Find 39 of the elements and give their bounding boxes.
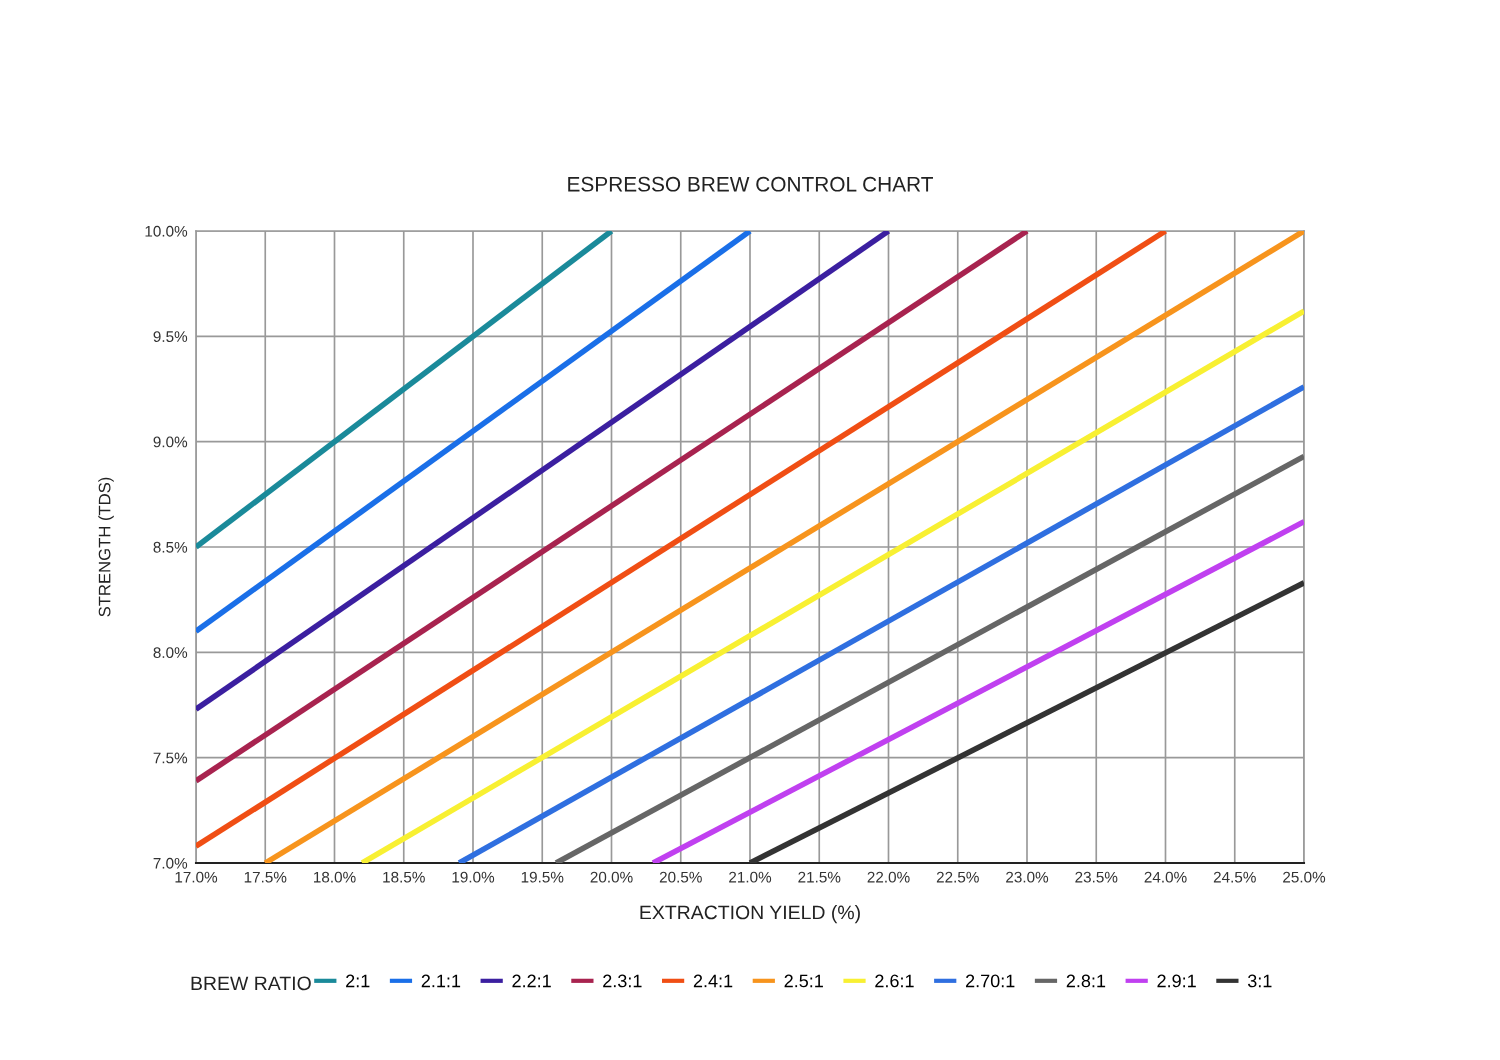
legend-label: 2.9:1 bbox=[1157, 974, 1196, 988]
x-tick-label: 24.5% bbox=[1213, 871, 1256, 883]
x-tick-label: 23.5% bbox=[1075, 871, 1118, 883]
legend-label: 2.6:1 bbox=[875, 974, 914, 988]
chart-title: ESPRESSO BREW CONTROL CHART bbox=[568, 176, 933, 192]
y-tick-label: 8.5% bbox=[153, 541, 188, 553]
x-tick-label: 17.0% bbox=[175, 871, 218, 883]
legend-label: 2:1 bbox=[346, 974, 370, 988]
x-tick-label: 23.0% bbox=[1006, 871, 1049, 883]
x-tick-label: 17.5% bbox=[244, 871, 287, 883]
y-tick-label: 10.0% bbox=[145, 225, 188, 237]
x-tick-label: 25.0% bbox=[1283, 871, 1326, 883]
y-tick-label: 7.0% bbox=[153, 857, 188, 869]
legend-label: 2.70:1 bbox=[965, 974, 1015, 988]
legend-label: 2.3:1 bbox=[603, 974, 642, 988]
y-tick-label: 8.0% bbox=[153, 647, 188, 659]
x-axis-title: EXTRACTION YIELD (%) bbox=[640, 905, 860, 924]
x-tick-label: 24.0% bbox=[1144, 871, 1187, 883]
x-tick-label: 18.0% bbox=[314, 871, 356, 883]
legend-label: 2.4:1 bbox=[693, 974, 733, 988]
legend-label: 2.1:1 bbox=[421, 974, 461, 988]
x-tick-label: 22.5% bbox=[936, 871, 979, 883]
x-tick-label: 21.5% bbox=[798, 871, 841, 883]
x-tick-label: 20.5% bbox=[659, 871, 702, 883]
y-tick-label: 7.5% bbox=[153, 752, 188, 764]
y-tick-label: 9.5% bbox=[153, 331, 188, 343]
legend-label: 2.5:1 bbox=[784, 974, 823, 988]
y-tick-label: 9.0% bbox=[153, 436, 188, 448]
x-tick-label: 21.0% bbox=[729, 871, 772, 883]
legend-label: 3:1 bbox=[1247, 974, 1272, 988]
x-tick-label: 18.5% bbox=[383, 871, 425, 883]
legend-label: 2.8:1 bbox=[1066, 974, 1106, 988]
x-tick-label: 19.0% bbox=[452, 871, 495, 883]
y-axis-title: STRENGTH (TDS) bbox=[98, 477, 114, 617]
legend-label: 2.2:1 bbox=[512, 974, 551, 988]
x-tick-label: 22.0% bbox=[867, 871, 910, 883]
legend-title: BREW RATIO bbox=[191, 976, 311, 991]
x-tick-label: 19.5% bbox=[521, 871, 564, 883]
x-tick-label: 20.0% bbox=[590, 871, 633, 883]
